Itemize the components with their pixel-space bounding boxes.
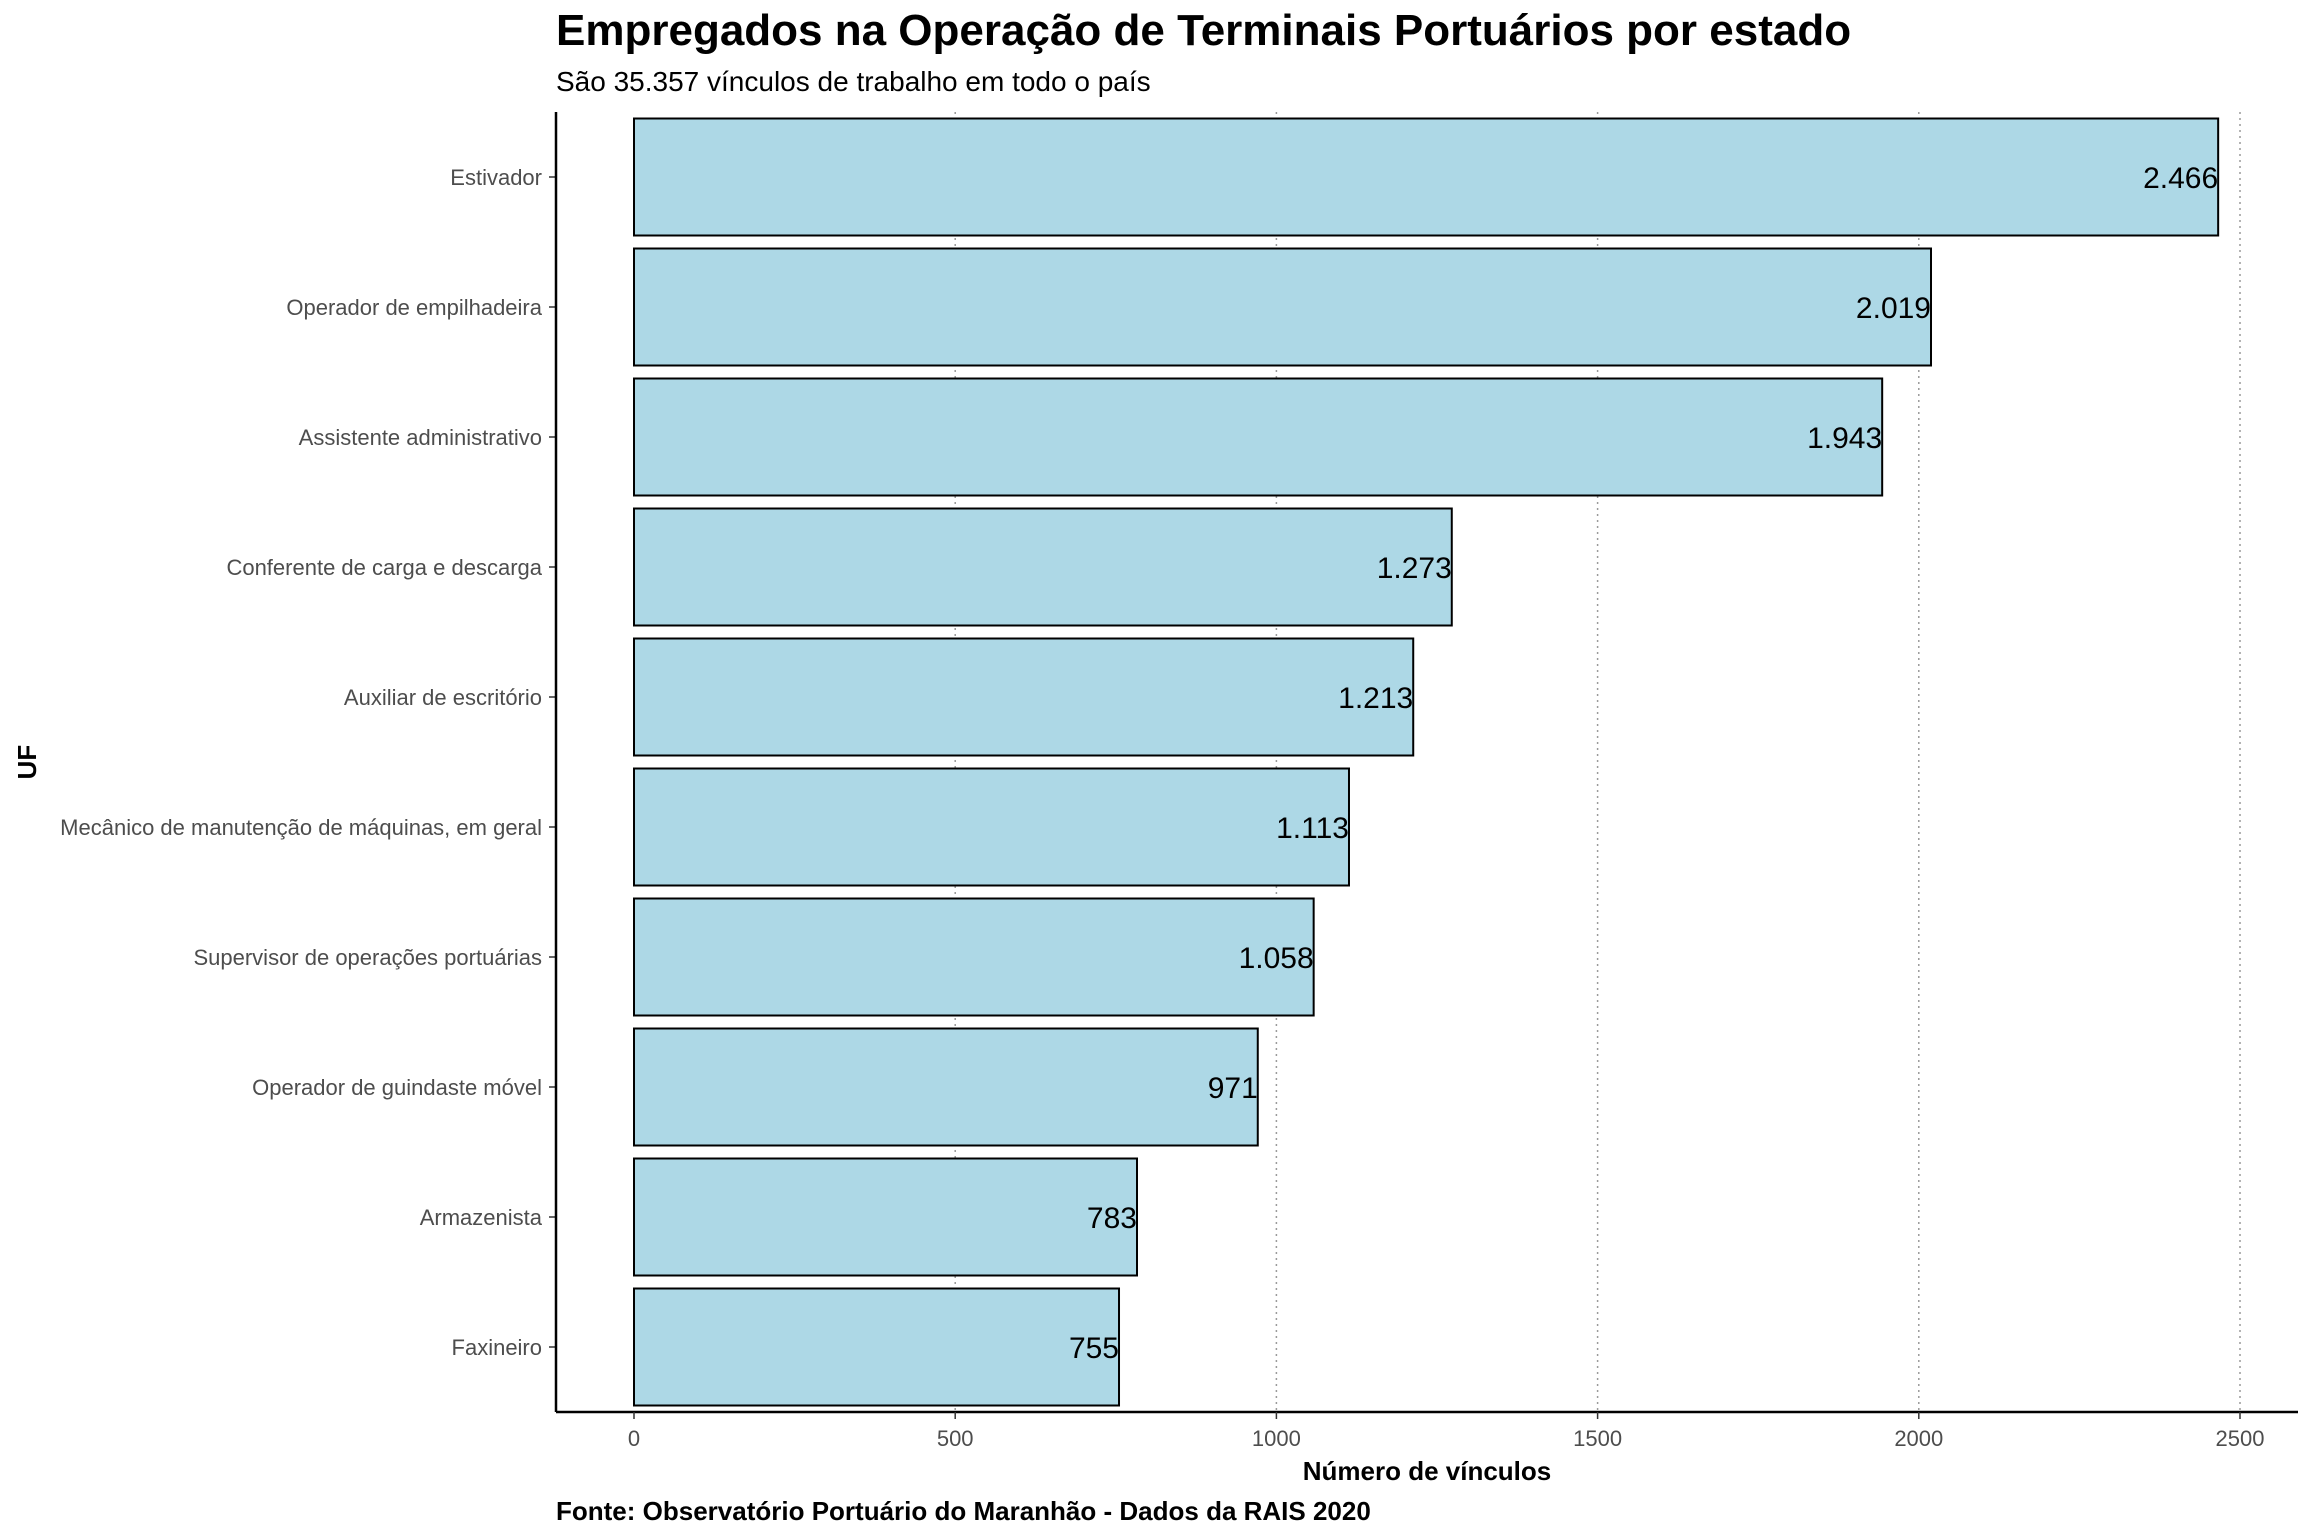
bar (633, 1287, 1121, 1407)
x-tick-label: 500 (937, 1426, 974, 1451)
data-label: 2.019 (1856, 292, 1931, 325)
data-label: 755 (1069, 1332, 1119, 1365)
x-tick-label: 1000 (1252, 1426, 1301, 1451)
data-label: 1.213 (1338, 682, 1413, 715)
y-tick-label: Mecânico de manutenção de máquinas, em g… (60, 815, 542, 840)
x-tick-label: 2500 (2216, 1426, 2265, 1451)
y-axis-title: UF (12, 745, 42, 780)
y-tick-label: Auxiliar de escritório (344, 685, 542, 710)
x-tick-label: 1500 (1573, 1426, 1622, 1451)
y-tick-label: Estivador (450, 165, 542, 190)
chart-subtitle: São 35.357 vínculos de trabalho em todo … (556, 66, 1151, 97)
chart-caption: Fonte: Observatório Portuário do Maranhã… (556, 1496, 1371, 1526)
data-label: 783 (1087, 1202, 1137, 1235)
data-label: 2.466 (2143, 162, 2218, 195)
x-tick-label: 2000 (1894, 1426, 1943, 1451)
data-label: 1.273 (1377, 552, 1452, 585)
bar (633, 637, 1415, 757)
bar (633, 1027, 1259, 1147)
x-axis-title: Número de vínculos (1303, 1456, 1552, 1486)
chart-title: Empregados na Operação de Terminais Port… (556, 6, 1852, 55)
bar (633, 247, 1933, 367)
y-tick-label: Armazenista (420, 1205, 543, 1230)
x-tick-label: 0 (628, 1426, 640, 1451)
data-label: 1.058 (1239, 942, 1314, 975)
bar (633, 1157, 1138, 1277)
bar (633, 897, 1315, 1017)
y-tick-label: Assistente administrativo (299, 425, 542, 450)
bar (633, 117, 2220, 237)
y-tick-label: Supervisor de operações portuárias (193, 945, 542, 970)
data-label: 971 (1208, 1072, 1258, 1105)
y-tick-label: Faxineiro (452, 1335, 542, 1360)
y-tick-label: Operador de empilhadeira (286, 295, 542, 320)
bars (633, 117, 2220, 1407)
axes: Estivador Operador de empilhadeira Assiste… (60, 112, 2298, 1451)
bar (633, 767, 1350, 887)
bar (633, 507, 1453, 627)
data-labels: 2.466 2.019 1.943 1.273 1.213 1.113 1.058 971 78… (1069, 162, 2218, 1365)
y-tick-label: Conferente de carga e descarga (226, 555, 542, 580)
data-label: 1.113 (1276, 812, 1349, 845)
y-tick-label: Operador de guindaste móvel (252, 1075, 542, 1100)
bar (633, 377, 1884, 497)
data-label: 1.943 (1807, 422, 1882, 455)
